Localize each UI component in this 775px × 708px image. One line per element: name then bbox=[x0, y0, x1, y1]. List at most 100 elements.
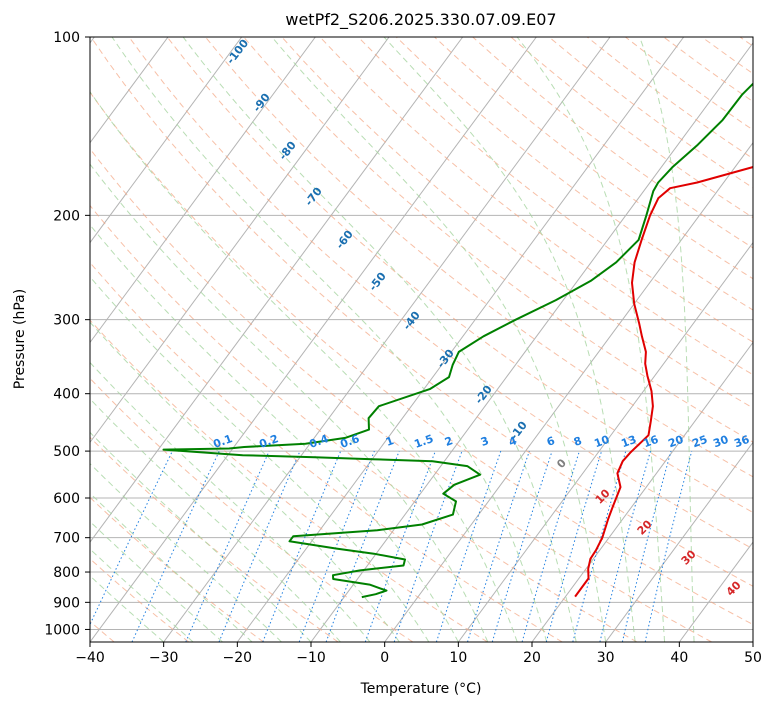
y-tick-label: 200 bbox=[53, 208, 80, 224]
mixing-ratio-line bbox=[393, 450, 463, 642]
mixing-ratio-label: 0.1 bbox=[211, 432, 234, 451]
moist-adiabat-label: 10 bbox=[593, 486, 613, 506]
isotherm-line bbox=[90, 37, 464, 543]
dry-adiabat-line bbox=[90, 558, 190, 642]
y-axis-label: Pressure (hPa) bbox=[12, 289, 28, 389]
mixing-ratio-line bbox=[325, 450, 400, 642]
y-tick-label: 900 bbox=[53, 595, 80, 611]
moist-adiabat-line bbox=[90, 224, 459, 642]
x-tick-label: −30 bbox=[149, 650, 179, 666]
mixing-ratio-label: 3 bbox=[479, 434, 491, 449]
isotherm-line bbox=[531, 341, 753, 642]
mixing-ratio-line bbox=[621, 450, 672, 642]
mixing-ratio-line bbox=[491, 450, 553, 642]
isotherm-line bbox=[457, 241, 753, 642]
mixing-ratio-line bbox=[364, 450, 436, 642]
dry-adiabat-line bbox=[90, 436, 339, 642]
dry-adiabat-line bbox=[90, 91, 753, 626]
y-tick-label: 600 bbox=[53, 491, 80, 507]
series-lines bbox=[162, 82, 753, 599]
moist-adiabat-line bbox=[111, 37, 548, 642]
x-tick-label: −10 bbox=[296, 650, 326, 666]
dry-adiabat-line bbox=[128, 37, 753, 550]
x-tick-label: 20 bbox=[523, 650, 541, 666]
mixing-ratio-label: 36 bbox=[732, 433, 751, 451]
moist-adiabat-line bbox=[90, 431, 312, 642]
mixing-ratio-label: 1 bbox=[384, 434, 396, 449]
mixing-ratio-line bbox=[572, 450, 627, 642]
mixing-ratio-line bbox=[90, 450, 173, 626]
y-tick-label: 300 bbox=[53, 313, 80, 329]
moist-adiabat-label: 40 bbox=[724, 578, 744, 598]
moist-adiabat-label: 30 bbox=[679, 547, 699, 567]
isotherm-line bbox=[752, 641, 753, 642]
mixing-ratio-line bbox=[185, 450, 270, 642]
x-axis: −40 −30 −20 −10 0 10 20 30 40 50 bbox=[75, 642, 762, 666]
dry-adiabat-label: -60 bbox=[333, 228, 356, 252]
dry-adiabat-line bbox=[90, 204, 638, 642]
dry-adiabat-line bbox=[90, 148, 712, 642]
y-tick-label: 100 bbox=[53, 30, 80, 46]
mixing-ratio-line bbox=[467, 450, 530, 642]
x-tick-label: 30 bbox=[597, 650, 615, 666]
mixing-ratio-line bbox=[435, 450, 502, 642]
moist-adiabat-line bbox=[90, 90, 518, 642]
isotherm-line bbox=[236, 37, 685, 642]
mixing-ratio-label: 4 bbox=[507, 434, 519, 449]
y-tick-label: 400 bbox=[53, 387, 80, 403]
y-axis: 100 200 300 400 500 600 700 800 900 1000 bbox=[44, 30, 90, 638]
isotherm-line bbox=[310, 42, 753, 642]
isotherm-line bbox=[90, 37, 537, 642]
moist-adiabat-line bbox=[383, 37, 636, 642]
moist-adiabat-line bbox=[90, 361, 371, 642]
mixing-ratio-label: 13 bbox=[619, 433, 638, 450]
isotherm-line bbox=[605, 441, 753, 642]
moist-adiabat-line bbox=[90, 276, 430, 642]
mixing-ratio-label: 20 bbox=[666, 433, 685, 451]
isotherm-line bbox=[384, 141, 753, 642]
mixing-ratio-label: 6 bbox=[545, 434, 557, 449]
moist-adiabat-line bbox=[182, 37, 577, 642]
dry-adiabat-line bbox=[548, 37, 753, 189]
mixing-ratio-label: 0.6 bbox=[338, 432, 361, 451]
mixing-ratio-line bbox=[545, 450, 603, 642]
dry-adiabat-line bbox=[357, 37, 753, 343]
dry-adiabat-line bbox=[90, 377, 414, 642]
dry-adiabat-line bbox=[663, 37, 753, 103]
moist-adiabat-line bbox=[90, 548, 194, 642]
mixing-ratio-label: 10 bbox=[592, 433, 611, 451]
dry-adiabat-line bbox=[395, 37, 753, 311]
moist-adiabat-line bbox=[90, 575, 165, 642]
x-tick-label: −40 bbox=[75, 650, 105, 666]
y-tick-label: 1000 bbox=[44, 622, 80, 638]
mixing-ratio-label: 0.4 bbox=[307, 432, 330, 451]
dry-adiabat-line bbox=[90, 37, 753, 587]
isotherm-line bbox=[163, 37, 611, 642]
dry-adiabat-label: -80 bbox=[276, 139, 299, 163]
moist-adiabat-line bbox=[90, 398, 341, 642]
background-lines bbox=[90, 37, 753, 642]
dry-adiabat-line bbox=[701, 37, 753, 75]
dry-adiabat-line bbox=[319, 37, 753, 376]
reference-line-labels: -100-90-80-70-60-50-40-30-20-10010203040… bbox=[211, 37, 751, 599]
dry-adiabat-label: -30 bbox=[434, 347, 457, 371]
y-tick-label: 800 bbox=[53, 565, 80, 581]
mixing-ratio-label: 0.2 bbox=[257, 432, 280, 451]
dry-adiabat-line bbox=[90, 496, 264, 642]
moist-adiabat-line bbox=[90, 520, 223, 642]
x-tick-label: 40 bbox=[670, 650, 688, 666]
mixing-ratio-line bbox=[218, 450, 301, 642]
moist-adiabat-line bbox=[271, 37, 607, 642]
mixing-ratio-label: 1.5 bbox=[412, 432, 435, 451]
chart-title: wetPf2_S206.2025.330.07.09.E07 bbox=[285, 10, 556, 30]
x-axis-label: Temperature (°C) bbox=[360, 681, 482, 697]
mixing-ratio-label: 25 bbox=[690, 433, 709, 450]
mixing-ratio-label: 8 bbox=[572, 434, 584, 449]
moist-adiabat-line bbox=[516, 37, 666, 642]
moist-adiabat-line bbox=[90, 462, 282, 642]
x-tick-label: 50 bbox=[744, 650, 762, 666]
dry-adiabat-line bbox=[739, 37, 753, 47]
isotherm-line bbox=[90, 37, 316, 344]
mixing-ratio-line bbox=[131, 450, 220, 642]
